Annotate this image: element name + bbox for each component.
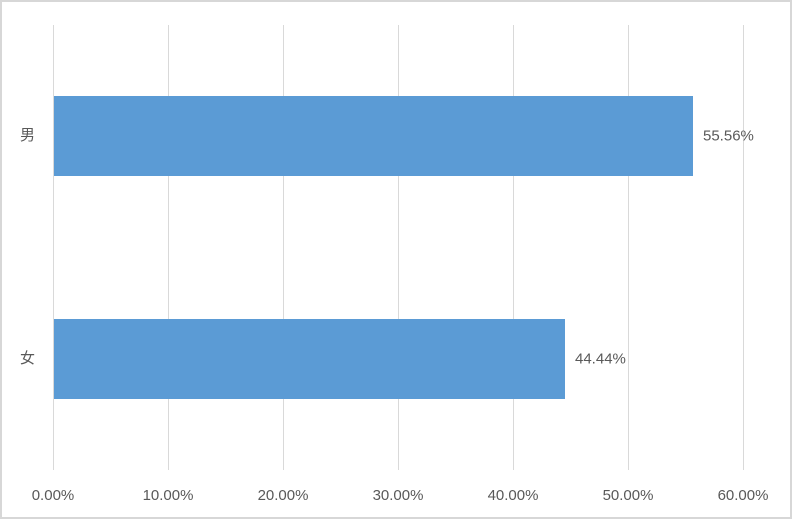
x-axis-tick-label: 30.00% bbox=[372, 487, 424, 504]
gridline bbox=[53, 25, 54, 470]
y-axis-category-label: 女 bbox=[19, 350, 35, 367]
y-axis-category-label: 男 bbox=[19, 127, 35, 144]
x-axis-tick-label: 40.00% bbox=[487, 487, 539, 504]
plot-area: 55.56% 44.44% bbox=[53, 25, 754, 470]
x-axis-tick-label: 50.00% bbox=[602, 487, 654, 504]
gridline bbox=[513, 25, 514, 470]
bar-1 bbox=[54, 96, 693, 176]
gridline bbox=[283, 25, 284, 470]
data-label: 55.56% bbox=[703, 127, 754, 145]
x-axis-tick-label: 0.00% bbox=[31, 487, 75, 504]
x-axis-tick-label: 60.00% bbox=[717, 487, 769, 504]
x-axis-tick-label: 10.00% bbox=[142, 487, 194, 504]
bar-2 bbox=[54, 319, 565, 399]
gridline bbox=[398, 25, 399, 470]
gridline bbox=[743, 25, 744, 470]
data-label: 44.44% bbox=[575, 350, 626, 368]
gridline bbox=[628, 25, 629, 470]
x-axis-tick-label: 20.00% bbox=[257, 487, 309, 504]
gridline bbox=[168, 25, 169, 470]
